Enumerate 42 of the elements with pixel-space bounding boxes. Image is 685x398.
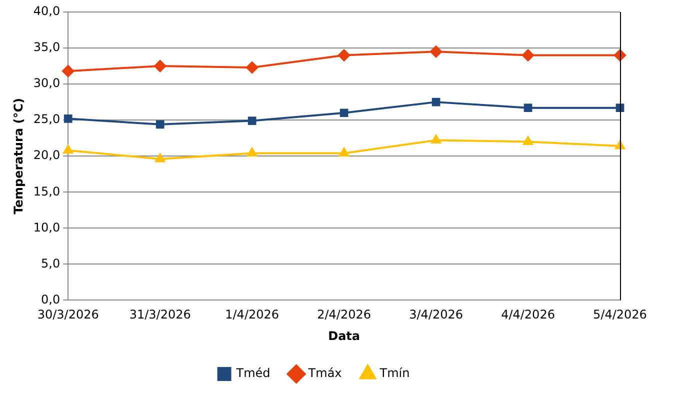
x-tick-label: 3/4/2026 [409,308,463,322]
point [156,120,164,129]
point [340,108,348,118]
point [338,49,350,62]
point [62,65,74,78]
point [431,134,441,144]
y-axis-title: Temperatura (°C) [11,98,26,214]
x-tick-label: 30/3/2026 [37,308,99,322]
point [524,104,532,112]
y-tick-label: 5,0 [41,256,60,270]
point [432,98,440,106]
y-tick-label: 35,0 [33,40,60,54]
y-tick-label: 30,0 [33,76,60,90]
y-tick-label: 0,0 [41,292,60,306]
point [616,104,624,112]
y-tick-label: 40,0 [33,4,60,18]
point [339,148,349,156]
legend-label: Tmín [378,366,410,380]
y-tick-label: 10,0 [33,220,60,234]
point [64,114,72,123]
point [154,60,166,72]
point [155,153,165,162]
point [615,140,625,150]
legend-label: Tmáx [307,366,342,380]
x-tick-label: 5/4/2026 [593,308,647,322]
point [248,116,256,125]
point [63,144,74,154]
point [614,49,626,62]
point [430,46,442,58]
y-tick-label: 15,0 [33,184,60,198]
x-tick-label: 4/4/2026 [501,308,555,322]
y-tick-label: 25,0 [33,112,60,126]
point [523,136,533,145]
legend-label: Tméd [235,366,270,380]
x-tick-label: 1/4/2026 [225,308,280,322]
x-axis-title: Data [328,328,360,343]
x-tick-label: 2/4/2026 [317,308,372,322]
x-tick-label: 31/3/2026 [129,308,191,322]
y-tick-label: 20,0 [33,148,60,162]
point [522,49,534,62]
point [247,148,257,156]
point [246,61,258,74]
